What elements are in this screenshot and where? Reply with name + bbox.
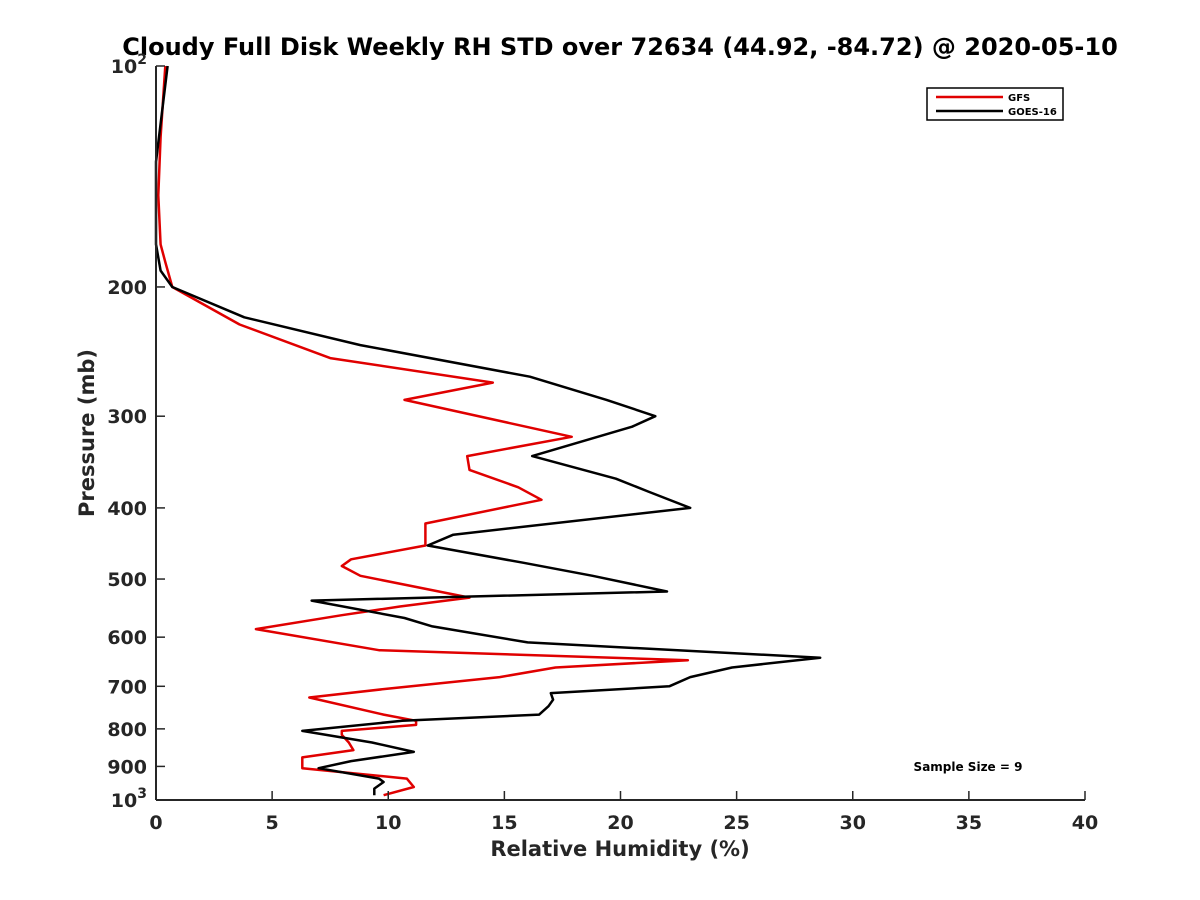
series-line-goes16	[154, 65, 822, 796]
series-lines	[154, 65, 822, 797]
x-tick-label: 25	[723, 812, 749, 834]
x-ticks: 0 5 10 15 20 25 30 35 40	[149, 791, 1098, 834]
chart-title: Cloudy Full Disk Weekly RH STD over 7263…	[122, 33, 1118, 61]
y-tick-label: 700	[107, 676, 147, 698]
legend-label-gfs: GFS	[1008, 93, 1030, 104]
legend-box	[926, 87, 1064, 121]
legend: GFS GOES-16	[926, 87, 1064, 121]
series-line-gfs	[157, 65, 690, 797]
y-tick-label: 102	[111, 52, 147, 78]
y-tick-label: 300	[107, 406, 147, 428]
x-tick-label: 30	[840, 812, 866, 834]
x-tick-label: 0	[149, 812, 162, 834]
y-tick-label: 200	[107, 277, 147, 299]
legend-label-goes16: GOES-16	[1008, 107, 1057, 118]
y-tick-label: 103	[111, 786, 147, 812]
x-tick-label: 5	[266, 812, 279, 834]
sample-size-annotation: Sample Size = 9	[914, 760, 1023, 774]
x-axis-label: Relative Humidity (%)	[490, 837, 749, 861]
y-axis-label: Pressure (mb)	[75, 349, 99, 517]
y-tick-label: 800	[107, 719, 147, 741]
x-tick-label: 20	[607, 812, 633, 834]
y-tick-label: 500	[107, 569, 147, 591]
x-tick-label: 40	[1072, 812, 1098, 834]
y-tick-label: 900	[107, 756, 147, 778]
x-tick-label: 35	[956, 812, 982, 834]
x-tick-label: 15	[491, 812, 517, 834]
y-tick-label: 400	[107, 498, 147, 520]
x-tick-label: 10	[375, 812, 401, 834]
y-ticks: 102 200 300 400 500 600 700 800 900 103	[107, 52, 165, 812]
y-tick-label: 600	[107, 627, 147, 649]
